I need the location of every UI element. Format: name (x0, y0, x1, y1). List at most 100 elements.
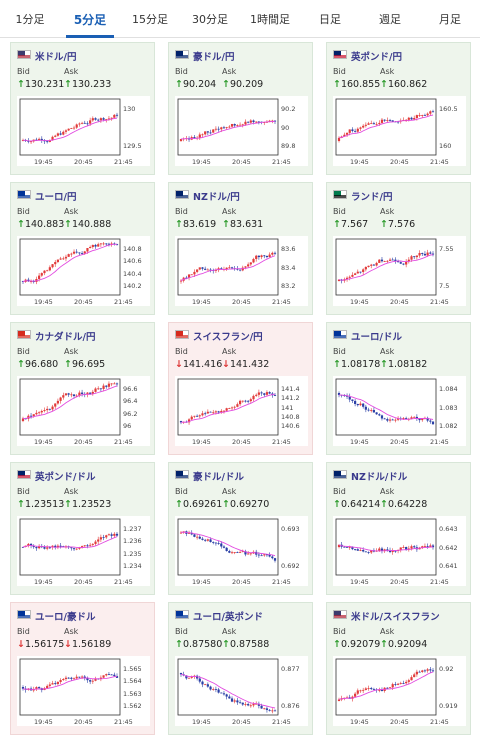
candlestick-chart[interactable]: 96.6 96.4 96.2 96 19:45 20:45 21:45 (17, 376, 150, 446)
tab-4[interactable]: 1時間足 (250, 13, 290, 26)
currency-pair-link[interactable]: ユーロ/豪ドル (35, 612, 96, 623)
candle-body (263, 708, 266, 710)
candlestick-chart[interactable]: 1.565 1.564 1.563 1.562 19:45 20:45 21:45 (17, 656, 150, 726)
rate-card[interactable]: 豪ドル/円 Bid Ask ↑90.204 ↑90.209 90.2 90 89.8… (168, 42, 313, 175)
candlestick-chart[interactable]: 1.084 1.083 1.082 19:45 20:45 21:45 (333, 376, 466, 446)
arrow-up-icon: ↑ (17, 499, 25, 510)
currency-pair-link[interactable]: 米ドル/スイスフラン (351, 612, 440, 623)
tab-2[interactable]: 15分足 (132, 13, 168, 26)
candlestick-chart[interactable]: 0.643 0.642 0.641 19:45 20:45 21:45 (333, 516, 466, 586)
candle-body (40, 273, 43, 276)
candlestick-chart[interactable]: 1.237 1.236 1.235 1.234 19:45 20:45 21:45 (17, 516, 150, 586)
candlestick-chart[interactable]: 7.55 7.5 19:45 20:45 21:45 (333, 236, 466, 306)
candle-body (99, 243, 102, 245)
candle-body (59, 258, 62, 260)
candle-body (220, 127, 223, 130)
candlestick-chart[interactable]: 0.92 0.919 19:45 20:45 21:45 (333, 656, 466, 726)
currency-pair-link[interactable]: 英ポンド/ドル (35, 472, 96, 483)
candle-body (265, 708, 269, 710)
candle-body (345, 277, 349, 280)
candlestick-chart[interactable]: 130 129.5 19:45 20:45 21:45 (17, 96, 150, 166)
rate-card[interactable]: 英ポンド/円 Bid Ask ↑160.855 ↑160.862 160.5 16… (326, 42, 471, 175)
tab-3[interactable]: 30分足 (192, 13, 228, 26)
rate-card[interactable]: スイスフラン/円 Bid Ask ↓141.416 ↓141.432 141.4… (168, 322, 313, 455)
rate-card[interactable]: ユーロ/ドル Bid Ask ↑1.08178 ↑1.08182 1.084 1.… (326, 322, 471, 455)
tab-0[interactable]: 1分足 (15, 13, 45, 26)
candle-body (421, 253, 424, 254)
candle-body (362, 689, 365, 691)
currency-pair-link[interactable]: スイスフラン/円 (193, 332, 263, 343)
candle-body (97, 388, 100, 390)
candle-body (206, 269, 209, 271)
y-tick-label: 140.8 (281, 412, 300, 421)
candle-body (354, 130, 357, 132)
y-tick-label: 89.8 (281, 142, 296, 151)
currency-pair-link[interactable]: カナダドル/円 (35, 332, 96, 343)
candlestick-chart[interactable]: 160.5 160 19:45 20:45 21:45 (333, 96, 466, 166)
candlestick-chart[interactable]: 0.877 0.876 19:45 20:45 21:45 (175, 656, 308, 726)
candle-body (198, 415, 201, 417)
currency-pair-link[interactable]: ユーロ/ドル (351, 332, 402, 343)
x-tick-label: 19:45 (192, 298, 211, 306)
currency-pair-link[interactable]: 米ドル/円 (35, 52, 77, 63)
currency-pair-link[interactable]: NZドル/円 (193, 192, 240, 203)
candle-body (64, 393, 68, 396)
candle-body (265, 392, 269, 395)
candle-body (236, 268, 239, 270)
rate-card[interactable]: ユーロ/円 Bid Ask ↑140.883 ↑140.888 140.8 140… (10, 182, 155, 315)
currency-pair-link[interactable]: ランド/円 (351, 192, 393, 203)
currency-pair-link[interactable]: ユーロ/英ポンド (193, 612, 263, 623)
tab-6[interactable]: 週足 (379, 13, 401, 26)
candlestick-chart[interactable]: 90.2 90 89.8 19:45 20:45 21:45 (175, 96, 308, 166)
rate-card[interactable]: 英ポンド/ドル Bid Ask ↑1.23513 ↑1.23523 1.237 1… (10, 462, 155, 595)
candle-body (410, 677, 413, 681)
currency-pair-link[interactable]: 英ポンド/円 (351, 52, 402, 63)
bid-label: Bid (333, 347, 346, 356)
tab-5[interactable]: 日足 (319, 13, 341, 26)
rate-card[interactable]: NZドル/円 Bid Ask ↑83.619 ↑83.631 83.6 83.4 8… (168, 182, 313, 315)
candle-body (70, 547, 73, 549)
y-tick-label: 0.876 (281, 702, 300, 711)
candle-body (348, 396, 351, 400)
candle-body (80, 253, 84, 254)
rate-card[interactable]: 米ドル/スイスフラン Bid Ask ↑0.92079 ↑0.92094 0.9… (326, 602, 471, 735)
rate-card[interactable]: 米ドル/円 Bid Ask ↑130.231 ↑130.233 130 129.5… (10, 42, 155, 175)
candle-body (362, 269, 365, 272)
x-tick-label: 21:45 (114, 438, 133, 446)
candle-body (204, 413, 207, 415)
candlestick-chart[interactable]: 83.6 83.4 83.2 19:45 20:45 21:45 (175, 236, 308, 306)
candle-body (380, 259, 384, 262)
candle-body (394, 259, 397, 262)
currency-pair-link[interactable]: 豪ドル/ドル (193, 472, 244, 483)
rate-card[interactable]: ユーロ/英ポンド Bid Ask ↑0.87580 ↑0.87588 0.877… (168, 602, 313, 735)
tab-1[interactable]: 5分足 (60, 0, 120, 38)
nz-us-flag-icon (333, 470, 347, 479)
candlestick-chart[interactable]: 0.693 0.692 19:45 20:45 21:45 (175, 516, 308, 586)
rate-card[interactable]: ユーロ/豪ドル Bid Ask ↓1.56175 ↓1.56189 1.565 1… (10, 602, 155, 735)
candlestick-chart[interactable]: 141.4 141.2 141 140.8 140.6 19:45 20:45 21:45 (175, 376, 308, 446)
arrow-down-icon: ↓ (175, 359, 183, 370)
candle-body (386, 549, 389, 551)
currency-pair-link[interactable]: ユーロ/円 (35, 192, 77, 203)
candle-body (364, 124, 367, 126)
candle-body (115, 533, 119, 536)
rate-card[interactable]: ランド/円 Bid Ask ↑7.567 ↑7.576 7.55 7.5 19:45… (326, 182, 471, 315)
candlestick-chart[interactable]: 140.8 140.6 140.4 140.2 19:45 20:45 21:45 (17, 236, 150, 306)
candle-body (115, 383, 119, 385)
tab-7[interactable]: 月足 (439, 13, 461, 26)
candle-body (62, 679, 65, 681)
rate-card[interactable]: NZドル/ドル Bid Ask ↑0.64214 ↑0.64228 0.643 0… (326, 462, 471, 595)
candle-body (418, 671, 421, 673)
candle-body (91, 543, 94, 545)
rate-card[interactable]: カナダドル/円 Bid Ask ↑96.680 ↑96.695 96.6 96.4… (10, 322, 155, 455)
bid-label: Bid (333, 67, 346, 76)
ask-label: Ask (380, 207, 395, 216)
currency-pair-link[interactable]: NZドル/ドル (351, 472, 408, 483)
candle-body (179, 280, 183, 282)
candle-body (91, 680, 94, 682)
candle-body (394, 419, 397, 421)
rate-card[interactable]: 豪ドル/ドル Bid Ask ↑0.69261 ↑0.69270 0.693 0.… (168, 462, 313, 595)
candle-body (62, 258, 65, 260)
candle-body (54, 403, 57, 407)
currency-pair-link[interactable]: 豪ドル/円 (193, 52, 235, 63)
